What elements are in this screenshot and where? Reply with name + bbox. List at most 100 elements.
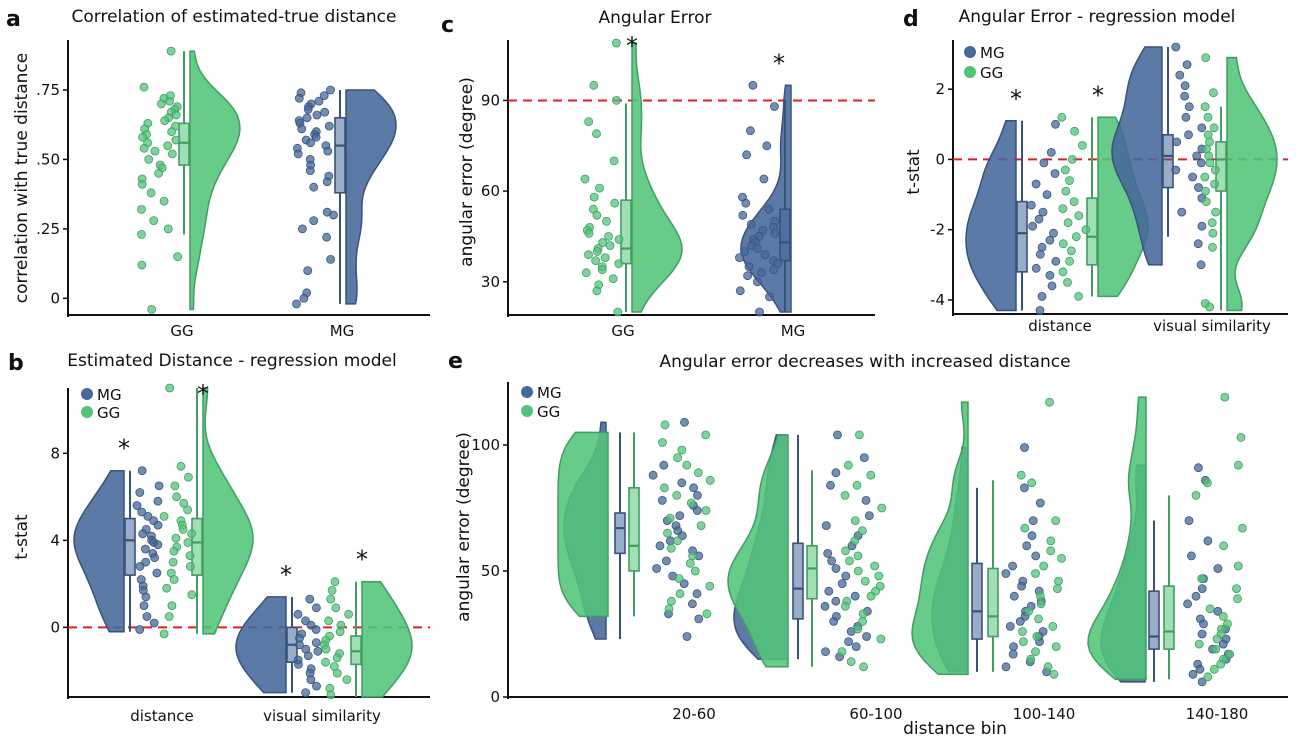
panel-b-visual-similarity-gg-point [327,586,337,595]
panel-b-distance-gg-point [187,590,197,600]
panel-e-140-180-gg-point [1212,634,1222,644]
panel-b-distance-gg-point [170,481,180,491]
panel-e-100-140-mg-point [1017,581,1026,591]
panel-e-60-100-mg-box [792,542,804,620]
panel-a-gg-gg-point [137,229,146,239]
panel-a-mg-mg-point [322,177,332,187]
panel-e-xtick-140-180: 140-180 [1186,705,1249,723]
panel-b-visual-similarity-gg-point [326,594,336,604]
panel-e-20-60-gg-point [663,528,672,538]
panel-e-60-100-gg-point [852,480,862,490]
panel-e-60-100-mg-point [862,632,871,641]
panel-c-ytick-label: 30 [481,273,500,291]
panel-e-20-60-mg-point [694,614,704,624]
legend-mg-label: MG [97,386,122,404]
panel-a-mg-mg-density-cloud [345,89,397,305]
panel-e-20-60-gg-point [677,445,687,455]
panel-b-visual-similarity-mg-point [295,640,304,650]
panel-e-60-100-gg-point [858,609,868,619]
panel-a-mg-mg-point [303,105,313,114]
panel-c-mg-mg-significance-star: * [773,49,785,77]
panel-c-mg-mg-density-cloud [740,84,792,313]
panel-e-20-60-gg-point [694,468,703,478]
panel-b-distance-gg-point [159,629,169,639]
panel-e-20-60-mg-point [692,506,702,515]
panel-b-visual-similarity-gg-point [332,668,342,678]
panel-a-mg-mg-point [311,132,321,142]
panel-d-visual-similarity-gg-point [1207,218,1217,228]
panel-e-xtick-20-60: 20-60 [672,705,716,723]
panel-d-distance-gg-point [1067,154,1077,164]
panel-a-mg-mg-point [293,149,303,159]
panel-e-xtick-60-100: 60-100 [849,705,902,723]
panel-c-gg-gg-point [600,253,610,263]
panel-e-60-100-gg-point [853,624,863,634]
panel-b-visual-similarity-mg-point [311,638,321,647]
panel-d-distance-mg-point [1038,207,1048,217]
panel-a-gg-gg-point [167,149,177,159]
panel-e-100-140-mg-point [1009,591,1019,601]
panel-d-visual-similarity-mg-point [1177,207,1187,217]
panel-a-mg-mg-point [324,121,334,131]
panel-b-distance-mg-point [141,592,151,602]
panel-e-title: Angular error decreases with increased d… [659,352,1070,372]
panel-e-140-180-gg-point [1236,432,1246,442]
panel-e-60-100-mg-point [844,637,853,646]
panel-b-xtick-distance: distance [130,707,194,725]
panel-a-ytick-label: .50 [36,150,60,168]
panel-e-20-60-gg-point [672,490,682,500]
panel-d-visual-similarity-mg-point [1180,91,1189,101]
panel-e-20-60-gg-point [705,475,715,485]
panel-a-mg-mg-point [306,138,315,148]
panel-e-60-100-gg-point [850,536,860,546]
panel-c-gg-gg-point [592,210,602,220]
panel-c-mg-mg-point [744,262,754,272]
panel-b-visual-similarity-gg-point [321,657,331,667]
panel-e-100-140-mg-point [1028,516,1038,525]
panel-d-visual-similarity-mg-point [1194,183,1203,192]
panel-e-60-100-mg-point [861,495,871,505]
panel-a-gg-gg-group [137,46,241,314]
panel-c-mg-mg-point [762,141,772,151]
panel-d-distance-gg-point [1058,204,1068,214]
panel-d-distance-gg-point [1074,211,1084,221]
panel-b-visual-similarity-mg-point [305,594,315,604]
panel-e-20-60-mg-point [665,536,675,546]
panel-b-distance-gg-point [183,505,193,515]
panel-e-100-140-gg-point [1036,599,1046,609]
panel-e-100-140-mg-point [1008,561,1017,571]
panel-b-visual-similarity-mg-significance-star: * [280,561,292,589]
panel-e-140-180-gg-point [1211,644,1221,654]
legend-mg-swatch [81,388,93,400]
panel-d-distance-mg-point [1035,306,1045,315]
panel-e-20-60-mg-box [614,512,626,555]
panel-c-mg-mg-point [765,292,774,302]
panel-d-distance-gg-point [1069,197,1079,207]
panel-d-visual-similarity-mg-point [1193,239,1203,249]
panel-b-visual-similarity-gg-group: * [320,546,413,700]
panel-e-60-100-mg-point [851,642,861,651]
panel-a-mg-mg-point [297,224,307,234]
panel-e-20-60-gg-point [701,506,711,515]
panel-a-plot: 0 .25 .50 .75 [36,40,430,317]
panel-a-gg-gg-point [165,96,175,106]
panel-b-distance-gg-point [176,461,186,471]
panel-c-gg-gg-point [610,198,620,208]
panel-c-mg-mg-point [742,150,751,160]
panel-e-100-140-gg-point [1031,647,1040,656]
panel-c-gg-gg-point [584,250,593,260]
panel-c-mg-mg-point [760,250,770,260]
panel-e-100-140-mg-point [1035,498,1045,508]
panel-e-60-100-mg-point [831,564,841,573]
panel-e-140-180-gg-point [1232,584,1241,593]
panel-e-60-100-gg-point [846,657,856,667]
panel-d-distance-mg-point [1042,190,1052,200]
panel-e-100-140-gg-group [911,397,1066,679]
panel-c-ylabel: angular error (degree) [457,77,477,267]
panel-e-20-60-gg-point [666,543,676,553]
panel-c-xtick-mg: MG [781,322,806,340]
panel-c-mg-mg-point [735,286,745,296]
panel-a-mg-mg-point [303,266,313,276]
panel-d-distance-mg-point [1028,221,1037,231]
